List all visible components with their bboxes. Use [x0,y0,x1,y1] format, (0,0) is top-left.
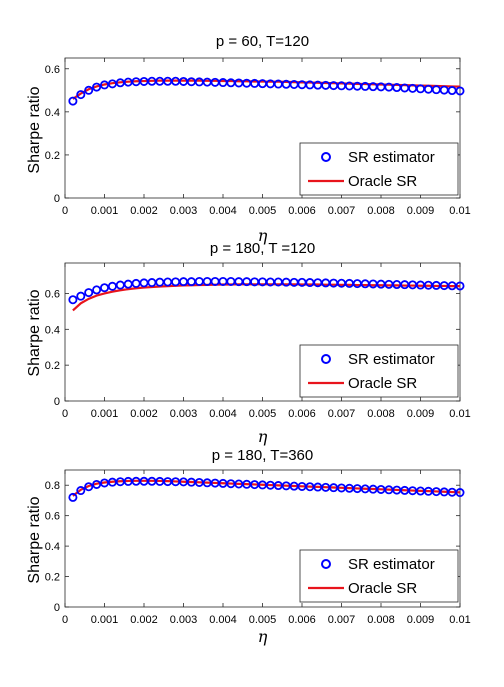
x-axis-label: η [258,226,268,245]
x-tick-label: 0.008 [367,408,395,420]
x-tick-label: 0.01 [449,614,470,626]
x-axis-label: η [258,627,268,646]
y-axis-label: Sharpe ratio [26,86,43,173]
sr-estimator-point [68,96,78,106]
sr-estimator-point [84,288,94,298]
y-tick-label: 0.6 [45,288,60,300]
x-tick-label: 0.007 [328,408,356,420]
x-tick-label: 0.001 [91,205,119,217]
chart-panel-2: p = 180, T =120 0 0.001 0.002 0.003 0.004 0.00… [26,240,471,446]
chart-panel-1: p = 60, T=120 0 0.001 0.002 0.003 0.004 0.005 0… [26,33,471,245]
legend-marker-estimator [321,152,331,162]
legend-label-oracle: Oracle SR [348,580,417,597]
y-tick-label: 0 [54,602,60,614]
y-tick-label: 0.2 [45,572,60,584]
y-tick-label: 0.8 [45,480,60,492]
chart-title: p = 180, T =120 [210,240,315,257]
x-tick-label: 0 [62,408,68,420]
x-tick-label: 0.009 [407,205,435,217]
sr-estimator-point [76,90,86,100]
x-tick-label: 0.001 [91,614,119,626]
x-tick-label: 0 [62,614,68,626]
legend-box [299,549,459,603]
y-axis-label: Sharpe ratio [26,496,43,583]
x-tick-label: 0.005 [249,408,277,420]
x-tick-label: 0.009 [407,614,435,626]
y-tick-label: 0.2 [45,360,60,372]
x-axis-label: η [258,427,268,446]
chart-title: p = 60, T=120 [216,33,309,50]
y-tick-label: 0.6 [45,64,60,76]
x-tick-label: 0.004 [209,205,237,217]
y-axis-label: Sharpe ratio [26,289,43,376]
y-tick-label: 0.2 [45,150,60,162]
x-tick-label: 0.008 [367,205,395,217]
sr-estimator-point [100,283,110,293]
sr-estimator-point [68,295,78,305]
x-tick-label: 0.002 [130,408,158,420]
legend-label-oracle: Oracle SR [348,375,417,392]
sr-estimator-point [455,281,465,291]
y-tick-label: 0 [54,396,60,408]
x-tick-label: 0.01 [449,205,470,217]
y-tick-label: 0.4 [45,541,60,553]
x-tick-label: 0.006 [288,408,316,420]
x-tick-label: 0.007 [328,614,356,626]
legend-box [299,344,459,398]
x-tick-label: 0.008 [367,614,395,626]
chart-panel-3: p = 180, T=360 0 0.001 0.002 0.003 0.004 0.005… [26,447,471,646]
sr-estimator-point [92,285,102,295]
legend-label-oracle: Oracle SR [348,173,417,190]
sr-estimator-point [68,492,78,502]
sr-estimator-point [84,482,94,492]
chart-title: p = 180, T=360 [212,447,313,464]
x-tick-label: 0.005 [249,205,277,217]
sr-estimator-point [455,488,465,498]
x-tick-label: 0.006 [288,614,316,626]
legend: SR estimator Oracle SR [299,549,459,603]
legend: SR estimator Oracle SR [299,142,459,196]
legend: SR estimator Oracle SR [299,344,459,398]
y-tick-label: 0.4 [45,324,60,336]
x-tick-label: 0.002 [130,205,158,217]
x-tick-label: 0 [62,205,68,217]
legend-label-estimator: SR estimator [348,149,435,166]
x-tick-label: 0.004 [209,408,237,420]
legend-box [299,142,459,196]
x-tick-label: 0.001 [91,408,119,420]
sr-estimator-point [76,486,86,496]
y-tick-label: 0.6 [45,511,60,523]
x-tick-label: 0.003 [170,408,198,420]
sr-estimator-point [84,85,94,95]
y-tick-label: 0.4 [45,107,60,119]
x-tick-label: 0.006 [288,205,316,217]
legend-marker-estimator [321,354,331,364]
x-tick-label: 0.005 [249,614,277,626]
legend-marker-estimator [321,559,331,569]
x-tick-label: 0.004 [209,614,237,626]
legend-label-estimator: SR estimator [348,351,435,368]
oracle-sr-line [72,283,460,312]
legend-label-estimator: SR estimator [348,556,435,573]
sr-estimator-point [76,291,86,301]
x-tick-label: 0.009 [407,408,435,420]
x-tick-label: 0.01 [449,408,470,420]
y-tick-label: 0 [54,193,60,205]
x-tick-label: 0.003 [170,205,198,217]
x-tick-label: 0.003 [170,614,198,626]
x-tick-label: 0.002 [130,614,158,626]
x-tick-label: 0.007 [328,205,356,217]
sr-estimator-point [455,86,465,96]
sr-estimator-point [92,479,102,489]
sr-estimator-point [92,82,102,92]
